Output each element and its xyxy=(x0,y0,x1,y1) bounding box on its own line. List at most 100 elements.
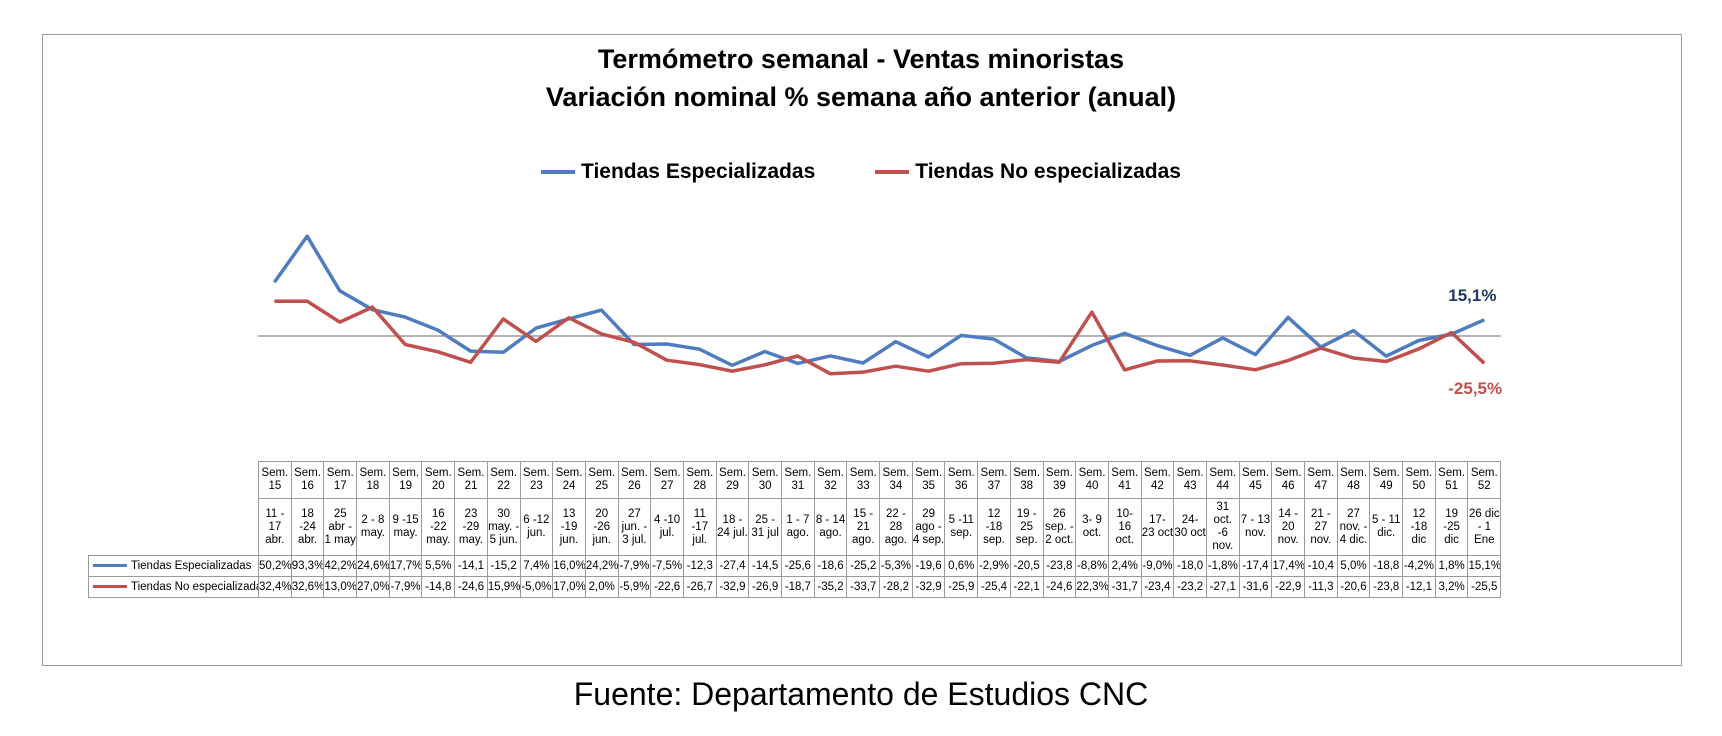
legend-line-especializadas xyxy=(541,170,576,174)
data-label: 22,3% xyxy=(1075,576,1109,598)
data-label: -7,9% xyxy=(617,555,652,577)
data-label: 27,0% xyxy=(356,576,390,598)
data-label: 24,6% xyxy=(356,555,390,577)
week-label: Sem. 31 xyxy=(781,461,815,499)
week-label: Sem. 42 xyxy=(1140,461,1175,499)
data-label: -7,9% xyxy=(388,576,423,598)
data-label: 42,2% xyxy=(323,555,358,577)
week-range-label: 21 - 27 nov. xyxy=(1304,498,1338,556)
data-label: -14,8 xyxy=(421,576,456,598)
data-label: -31,7 xyxy=(1107,576,1142,598)
data-label: -28,2 xyxy=(879,576,913,598)
week-label: Sem. 21 xyxy=(454,461,488,499)
data-label: -23,8 xyxy=(1369,576,1404,598)
week-range-label: 19 -25 dic xyxy=(1434,498,1469,556)
week-range-label: 23 -29 may. xyxy=(454,498,488,556)
legend-label-especializadas: Tiendas Especializadas xyxy=(581,160,816,183)
week-row: Sem. 15 Sem. 16 Sem. 17 Sem. 18 Sem. 19 Sem. … xyxy=(89,461,1502,499)
data-label: 0,6% xyxy=(944,555,979,577)
week-range-label: 11 - 17 abr. xyxy=(258,498,292,556)
data-label: -24,6 xyxy=(1042,576,1077,598)
data-label: 15,1% xyxy=(1467,555,1502,577)
week-range-label: 5 -11 sep. xyxy=(944,498,979,556)
week-range-label: 7 - 13 nov. xyxy=(1238,498,1273,556)
data-label: -22,9 xyxy=(1271,576,1305,598)
series-row: Tiendas Especializadas 50,2% 93,3% 42,2% 24,… xyxy=(88,555,1502,577)
week-range-label: 12 -18 sep. xyxy=(977,498,1011,556)
week-label: Sem. 18 xyxy=(356,461,390,499)
week-label: Sem. 49 xyxy=(1369,461,1404,499)
week-label: Sem. 43 xyxy=(1173,461,1207,499)
week-label: Sem. 16 xyxy=(290,461,325,499)
data-label: 7,4% xyxy=(519,555,554,577)
data-label: -26,9 xyxy=(748,576,782,598)
week-label: Sem. 37 xyxy=(977,461,1011,499)
legend-line-no-especializadas xyxy=(875,170,910,174)
data-label: -17,4 xyxy=(1238,555,1273,577)
week-range-label: 29 ago - 4 sep. xyxy=(911,498,946,556)
week-label: Sem. 39 xyxy=(1042,461,1077,499)
week-range-label: 15 - 21 ago. xyxy=(846,498,881,556)
week-label: Sem. 46 xyxy=(1271,461,1305,499)
data-label: -23,8 xyxy=(1042,555,1077,577)
chart-legend: Tiendas Especializadas Tiendas No especi… xyxy=(0,160,1722,184)
week-label: Sem. 17 xyxy=(323,461,358,499)
data-label: -5,9% xyxy=(617,576,652,598)
data-label: 2,4% xyxy=(1107,555,1142,577)
week-range-label: 18 -24 abr. xyxy=(290,498,325,556)
legend-item-especializadas: Tiendas Especializadas xyxy=(541,160,815,184)
data-label: 32,4% xyxy=(258,576,292,598)
end-label-especializadas: 15,1% xyxy=(1448,285,1497,305)
data-label: -14,5 xyxy=(748,555,782,577)
week-range-label: 24- 30 oct xyxy=(1173,498,1207,556)
data-label: 17,4% xyxy=(1271,555,1305,577)
series-line-no-especializadas xyxy=(274,299,1486,376)
data-label: -1,8% xyxy=(1205,555,1240,577)
data-label: -18,0 xyxy=(1173,555,1207,577)
data-label: -25,2 xyxy=(846,555,881,577)
week-label: Sem. 19 xyxy=(388,461,423,499)
week-label: Sem. 23 xyxy=(519,461,554,499)
data-label: -20,5 xyxy=(1009,555,1044,577)
week-range-label: 25 - 31 jul xyxy=(748,498,782,556)
week-label: Sem. 25 xyxy=(584,461,619,499)
week-label: Sem. 22 xyxy=(486,461,521,499)
data-label: 93,3% xyxy=(290,555,325,577)
week-label: Sem. 41 xyxy=(1107,461,1142,499)
chart-frame xyxy=(42,34,1682,666)
week-range-label: 6 -12 jun. xyxy=(519,498,554,556)
chart-title: Termómetro semanal - Ventas minoristas xyxy=(597,44,1125,74)
data-label: -32,9 xyxy=(911,576,946,598)
range-row: 11 - 17 abr. 18 -24 abr. 25 abr - 1 may 2 -… xyxy=(89,498,1502,556)
week-range-label: 12 -18 dic xyxy=(1402,498,1436,556)
week-label: Sem. 28 xyxy=(682,461,717,499)
data-label: -25,6 xyxy=(781,555,815,577)
data-label: 2,0% xyxy=(584,576,619,598)
data-label: 3,2% xyxy=(1434,576,1469,598)
series-row-header: Tiendas No especializadas xyxy=(88,576,259,598)
chart-subtitle: Variación nominal % semana año anterior … xyxy=(545,82,1177,112)
series-row: Tiendas No especializadas 32,4% 32,6% 13,0%… xyxy=(88,576,1502,598)
legend-item-no-especializadas: Tiendas No especializadas xyxy=(875,160,1181,184)
week-range-label: 8 - 14 ago. xyxy=(813,498,848,556)
week-range-label: 30 may. - 5 jun. xyxy=(486,498,521,556)
data-label: -32,9 xyxy=(715,576,750,598)
data-label: -25,9 xyxy=(944,576,979,598)
series-row-label: Tiendas Especializadas xyxy=(131,559,252,572)
week-label: Sem. 35 xyxy=(911,461,946,499)
week-range-label: 9 -15 may. xyxy=(388,498,423,556)
data-label: -35,2 xyxy=(813,576,848,598)
week-range-label: 27 nov. - 4 dic. xyxy=(1336,498,1371,556)
data-label: -31,6 xyxy=(1238,576,1273,598)
week-label: Sem. 51 xyxy=(1434,461,1469,499)
week-label: Sem. 33 xyxy=(846,461,881,499)
week-range-label: 19 - 25 sep. xyxy=(1009,498,1044,556)
data-label: -5,3% xyxy=(879,555,913,577)
week-range-label: 10- 16 oct. xyxy=(1107,498,1142,556)
week-label: Sem. 32 xyxy=(813,461,848,499)
week-label: Sem. 27 xyxy=(650,461,684,499)
week-range-label: 31 oct. -6 nov. xyxy=(1205,498,1240,556)
series-key-line xyxy=(93,563,127,567)
data-label: 5,5% xyxy=(421,555,456,577)
